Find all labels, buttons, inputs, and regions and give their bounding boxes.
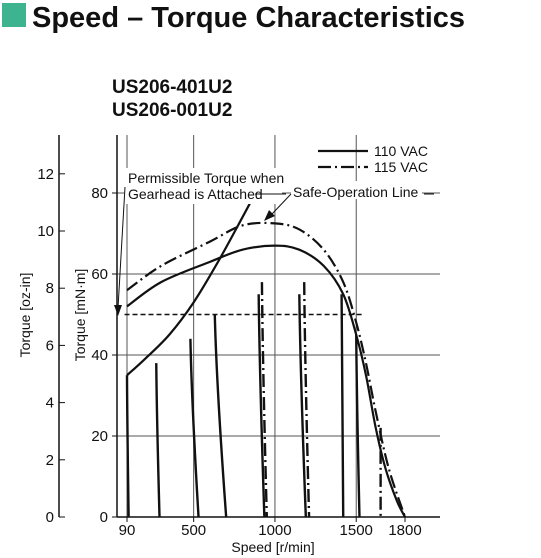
title-accent-square	[2, 3, 26, 27]
annotation-permissible-line2: Gearhead is Attached	[128, 186, 263, 202]
curves	[124, 180, 407, 518]
page-title: Speed – Torque Characteristics	[32, 2, 465, 34]
load-line-110vac-7	[355, 334, 361, 518]
y-axis-label-right: Torque [mN·m]	[72, 269, 88, 362]
x-tick-label-1000: 1000	[258, 522, 291, 539]
annotation-safe-operation: Safe-Operation Line	[264, 181, 434, 221]
series-0-line	[126, 244, 406, 518]
y-axis-label-left: Torque [oz-in]	[17, 273, 33, 358]
annotation-permissible-line1: Permissible Torque when	[128, 170, 284, 186]
model-label-2: US206-001U2	[112, 100, 232, 121]
load-line-110vac-0	[125, 375, 130, 518]
y-tick-label-mNm-0: 0	[100, 509, 108, 526]
y-tick-label-ozin-10: 10	[37, 223, 54, 240]
annotation-safe-operation-text: Safe-Operation Line	[293, 184, 419, 200]
annotation-permissible: Permissible Torque when Gearhead is Atta…	[114, 168, 286, 316]
legend-label-115vac: 115 VAC	[374, 159, 428, 175]
y-tick-label-ozin-12: 12	[37, 166, 54, 183]
legend-label-110vac: 110 VAC	[374, 143, 428, 159]
series-3-line	[126, 180, 263, 377]
y-tick-label-ozin-8: 8	[46, 280, 54, 297]
tick-labels: 90 500 1000 1500 1800 0 20 40 60 80 0 2 4 6 8 10 12	[37, 166, 421, 539]
axes	[58, 135, 440, 518]
x-tick-label-1800: 1800	[388, 522, 421, 539]
annotation-permissible-arrow	[114, 305, 122, 316]
x-axis-label: Speed [r/min]	[231, 539, 314, 555]
series-1-line	[126, 221, 407, 518]
y-tick-label-ozin-6: 6	[46, 337, 54, 354]
load-line-110vac-3	[213, 314, 228, 518]
x-tick-label-500: 500	[181, 522, 206, 539]
model-label-1: US206-401U2	[112, 77, 232, 98]
x-tick-label-1500: 1500	[340, 522, 373, 539]
load-line-110vac-5	[298, 294, 308, 518]
y-tick-label-ozin-4: 4	[46, 395, 54, 412]
y-tick-label-mNm-20: 20	[91, 428, 108, 445]
y-tick-label-ozin-0: 0	[46, 509, 54, 526]
y-tick-label-mNm-60: 60	[91, 266, 108, 283]
load-line-110vac-4	[257, 294, 266, 518]
load-line-110vac-2	[189, 338, 200, 518]
load-line-110vac-6	[340, 294, 345, 518]
y-tick-label-mNm-40: 40	[91, 347, 108, 364]
load-line-110vac-1	[155, 363, 161, 518]
y-tick-label-ozin-2: 2	[46, 452, 54, 469]
x-tick-label-90: 90	[119, 522, 136, 539]
load-line-115vac-0	[260, 282, 269, 518]
legend: 110 VAC 115 VAC	[318, 143, 428, 175]
load-line-115vac-1	[303, 282, 311, 518]
y-tick-label-mNm-80: 80	[91, 185, 108, 202]
annotation-safe-operation-arrow	[264, 210, 275, 221]
